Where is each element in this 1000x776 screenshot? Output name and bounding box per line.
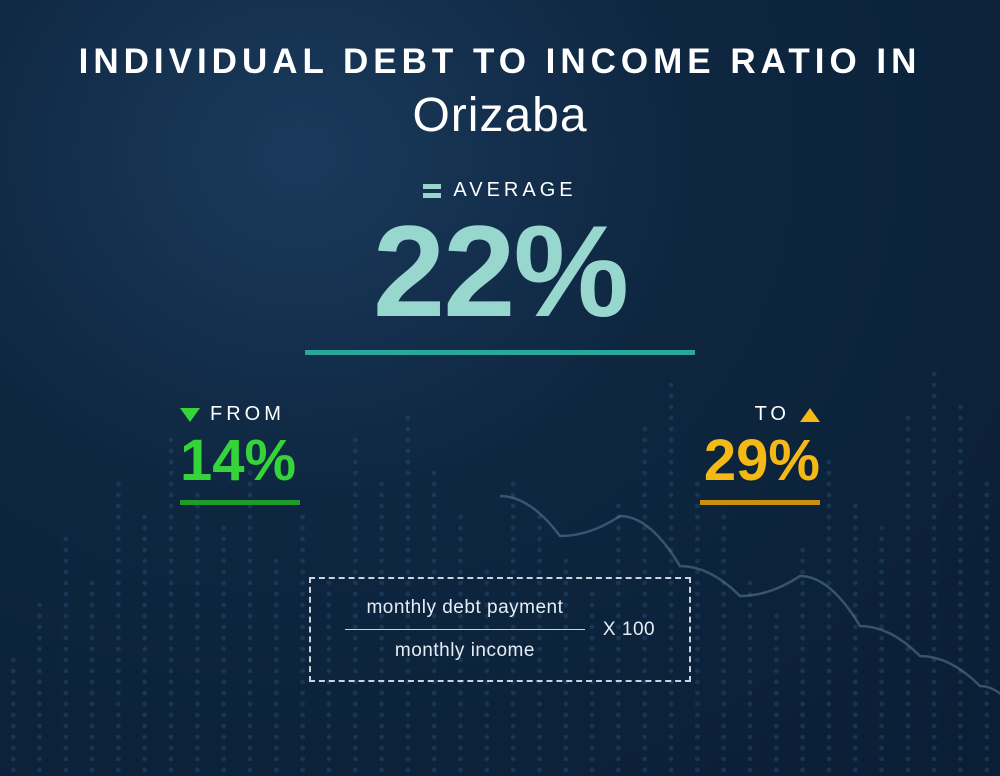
formula-denominator: monthly income (395, 640, 535, 662)
average-block: AVERAGE 22% (305, 179, 695, 355)
fraction-line (345, 629, 585, 630)
average-underline (305, 350, 695, 355)
equals-icon (423, 184, 441, 198)
equals-bar-1 (423, 184, 441, 189)
infographic-content: INDIVIDUAL DEBT TO INCOME RATIO IN Oriza… (0, 0, 1000, 682)
from-label-text: FROM (210, 403, 285, 426)
to-block: TO 29% (700, 403, 820, 505)
range-row: FROM 14% TO 29% (180, 403, 820, 505)
from-value: 14% (180, 432, 300, 490)
triangle-down-icon (180, 408, 200, 422)
equals-bar-2 (423, 193, 441, 198)
triangle-up-icon (800, 408, 820, 422)
formula-fraction: monthly debt payment monthly income (345, 597, 585, 662)
from-label-row: FROM (180, 403, 300, 426)
to-label-text: TO (755, 403, 790, 426)
to-underline (700, 500, 820, 505)
formula-multiplier: X 100 (603, 619, 655, 641)
title-line-2: Orizaba (60, 88, 940, 143)
from-block: FROM 14% (180, 403, 300, 505)
formula-numerator: monthly debt payment (366, 597, 563, 619)
to-value: 29% (700, 432, 820, 490)
title-line-1: INDIVIDUAL DEBT TO INCOME RATIO IN (60, 42, 940, 82)
formula-box: monthly debt payment monthly income X 10… (309, 577, 691, 682)
average-value: 22% (305, 206, 695, 336)
to-label-row: TO (700, 403, 820, 426)
from-underline (180, 500, 300, 505)
